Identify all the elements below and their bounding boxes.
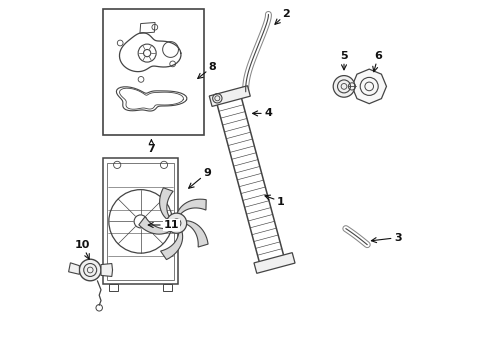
Polygon shape — [184, 221, 208, 247]
Text: 10: 10 — [74, 240, 90, 259]
Polygon shape — [101, 264, 113, 276]
Polygon shape — [69, 263, 79, 274]
Polygon shape — [139, 217, 172, 234]
Circle shape — [167, 213, 187, 233]
Text: 5: 5 — [340, 51, 348, 70]
Bar — [103, 158, 178, 284]
Circle shape — [333, 76, 355, 97]
Text: 2: 2 — [275, 9, 290, 24]
Polygon shape — [160, 188, 173, 221]
Bar — [163, 284, 172, 291]
Text: 11: 11 — [148, 220, 179, 230]
Text: 1: 1 — [265, 195, 285, 207]
Polygon shape — [352, 69, 387, 104]
Text: 7: 7 — [147, 140, 155, 154]
Bar — [107, 163, 174, 280]
Bar — [103, 9, 204, 135]
Text: 3: 3 — [371, 233, 402, 243]
Polygon shape — [254, 253, 295, 273]
Polygon shape — [176, 199, 206, 216]
Text: 6: 6 — [373, 51, 382, 72]
Bar — [109, 284, 118, 291]
Polygon shape — [161, 230, 183, 260]
Text: 9: 9 — [189, 168, 211, 188]
Text: 4: 4 — [253, 108, 272, 118]
Polygon shape — [209, 86, 250, 107]
Circle shape — [79, 259, 101, 281]
Text: 8: 8 — [198, 62, 217, 78]
